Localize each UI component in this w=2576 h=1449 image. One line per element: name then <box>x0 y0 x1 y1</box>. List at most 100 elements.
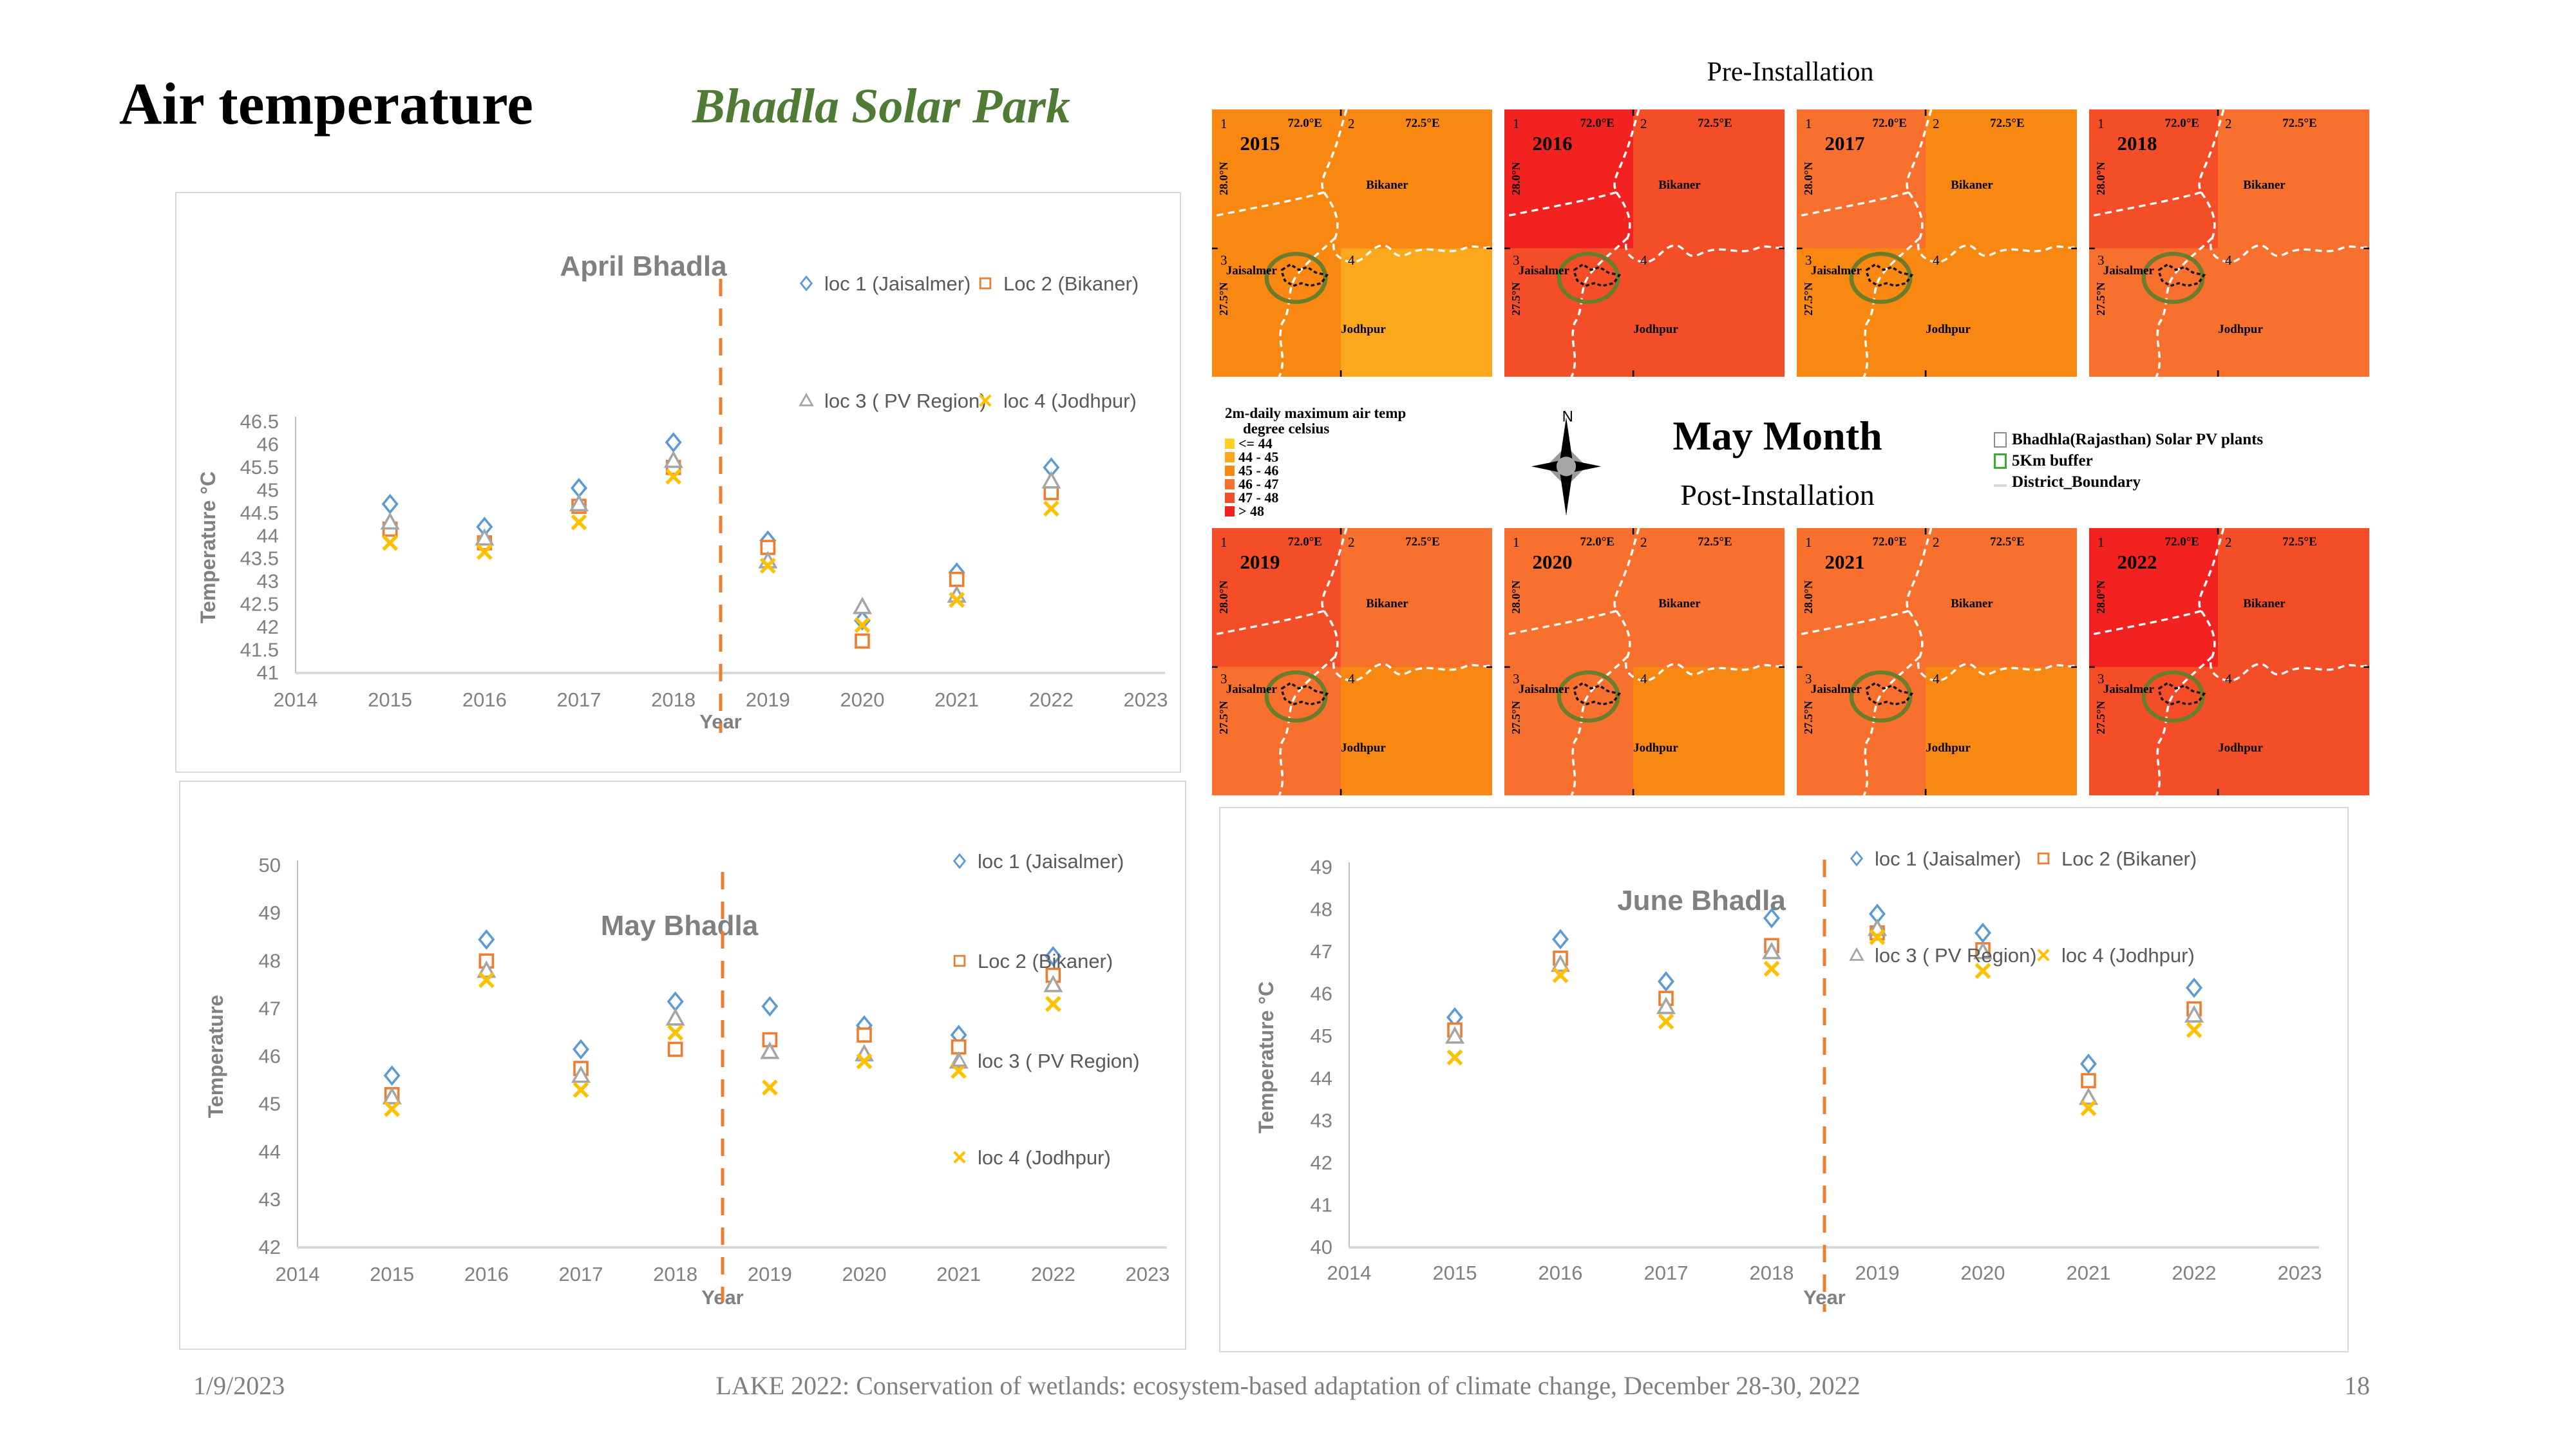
quadrant-3-label: 3 <box>1220 252 1227 269</box>
region-label-bikaner: Bikaner <box>1951 596 1993 611</box>
legend-label: Loc 2 (Bikaner) <box>1003 272 1139 295</box>
y-tick-label: 45 <box>1311 1025 1332 1047</box>
temp-class-swatch <box>1225 506 1235 517</box>
quadrant-4-fill <box>2218 248 2369 377</box>
x-tick-label: 2018 <box>653 1263 697 1285</box>
longitude-label-1: 72.0°E <box>1287 117 1322 131</box>
quadrant-4-label: 4 <box>1640 671 1647 687</box>
quadrant-1-fill <box>1797 109 1926 249</box>
y-tick-label: 42.5 <box>240 593 279 616</box>
temp-class-row: 46 - 47 <box>1225 476 1457 492</box>
quadrant-4-label: 4 <box>2224 252 2232 269</box>
page-subtitle: Bhadla Solar Park <box>692 79 1071 133</box>
y-axis-title: Temperature °C <box>1255 981 1278 1133</box>
quadrant-4-label: 4 <box>1932 671 1940 687</box>
quadrant-2-fill <box>1633 109 1785 249</box>
longitude-label-2: 72.5°E <box>1405 535 1440 549</box>
map-2022-canvas <box>2089 528 2369 795</box>
x-tick-label: 2017 <box>559 1263 603 1285</box>
quadrant-2-label: 2 <box>1640 535 1647 551</box>
x-tick-label: 2015 <box>368 688 412 711</box>
quadrant-4-label: 4 <box>1347 252 1355 269</box>
page-title: Air temperature <box>119 71 533 137</box>
y-tick-label: 44.5 <box>240 502 279 524</box>
chart-canvas: June Bhadla 40 41 42 43 44 45 46 47 48 49 2014 2015 2… <box>1255 848 2322 1312</box>
map-edge-ticks <box>1212 109 1492 377</box>
y-tick-label: 46.5 <box>240 410 279 433</box>
chart-title: April Bhadla <box>560 251 727 282</box>
latitude-label-1: 28.0°N <box>1801 162 1815 195</box>
legend-label: loc 4 (Jodhpur) <box>978 1146 1111 1169</box>
x-tick-label: 2015 <box>1433 1262 1477 1284</box>
map-2015-canvas <box>1212 109 1492 377</box>
map-2019-canvas <box>1212 528 1492 795</box>
region-label-jaisalmer: Jaisalmer <box>1226 682 1277 696</box>
y-tick-label: 44 <box>1311 1067 1332 1090</box>
quadrant-2-label: 2 <box>1347 535 1355 551</box>
x-tick-label: 2018 <box>1750 1262 1794 1284</box>
quadrant-1-label: 1 <box>1513 535 1520 551</box>
y-tick-label: 43 <box>257 570 279 592</box>
y-tick-label: 50 <box>259 854 281 876</box>
chart-april-bhadla: April Bhadla 41 41.5 42 42.5 43 43.5 44 44.5 45 45… <box>175 192 1181 773</box>
map-panel-2015: 1 72.0°E 2 72.5°E 2015 28.0°N 3 27.5°N 4… <box>1212 109 1492 377</box>
longitude-label-2: 72.5°E <box>2282 535 2317 549</box>
quadrant-4-fill <box>1341 667 1492 795</box>
latitude-label-1: 28.0°N <box>2094 580 2107 614</box>
quadrant-1-fill <box>1212 528 1341 667</box>
temp-class-label: 44 - 45 <box>1238 449 1279 466</box>
x-tick-label: 2016 <box>1539 1262 1583 1284</box>
y-tick-label: 49 <box>1311 856 1332 878</box>
quadrant-1-fill <box>2089 528 2219 667</box>
y-tick-label: 42 <box>1311 1151 1332 1174</box>
region-label-bikaner: Bikaner <box>1366 178 1408 192</box>
legend-label: loc 3 ( PV Region) <box>824 390 987 412</box>
latitude-label-2: 27.5°N <box>2094 281 2107 316</box>
longitude-label-2: 72.5°E <box>1405 117 1440 131</box>
map-overlay-legend: Bhadhla(Rajasthan) Solar PV plants 5Km b… <box>1994 429 2263 493</box>
compass-north-label: N <box>1562 408 1573 425</box>
quadrant-4-fill <box>1341 248 1492 377</box>
map-year-label: 2018 <box>2117 132 2157 155</box>
region-label-bikaner: Bikaner <box>2243 178 2286 192</box>
quadrant-1-fill <box>1212 109 1341 249</box>
quadrant-4-fill <box>1633 667 1785 795</box>
x-tick-label: 2021 <box>934 688 979 711</box>
quadrant-1-fill <box>1504 528 1634 667</box>
temp-class-row: 45 - 46 <box>1225 462 1457 478</box>
x-tick-label: 2023 <box>2278 1262 2322 1284</box>
overlay-legend-swatch <box>1994 431 2007 448</box>
y-tick-label: 48 <box>1311 898 1332 921</box>
map-panel-2020: 1 72.0°E 2 72.5°E 2020 28.0°N 3 27.5°N 4… <box>1504 528 1785 795</box>
y-tick-label: 46 <box>1311 983 1332 1005</box>
quadrant-3-fill <box>1212 248 1341 377</box>
map-edge-ticks <box>1797 528 2077 795</box>
quadrant-1-label: 1 <box>1805 535 1812 551</box>
overlay-legend-label: 5Km buffer <box>2012 451 2093 469</box>
x-tick-label: 2019 <box>746 688 790 711</box>
longitude-label-2: 72.5°E <box>1698 117 1732 131</box>
x-tick-label: 2019 <box>748 1263 792 1285</box>
map-edge-ticks <box>1212 528 1492 795</box>
buffer-5km-ellipse <box>1557 670 1620 723</box>
chart-title: May Bhadla <box>601 910 759 942</box>
region-label-jodhpur: Jodhpur <box>1341 741 1386 755</box>
quadrant-1-fill <box>1504 109 1634 249</box>
region-label-jodhpur: Jodhpur <box>1633 323 1678 336</box>
temp-class-row: > 48 <box>1225 503 1457 519</box>
x-tick-label: 2018 <box>651 688 696 711</box>
x-tick-label: 2022 <box>1031 1263 1075 1285</box>
x-tick-label: 2017 <box>557 688 601 711</box>
quadrant-4-fill <box>1633 248 1785 377</box>
quadrant-1-label: 1 <box>1220 535 1227 551</box>
longitude-label-1: 72.0°E <box>2164 535 2199 549</box>
series-loc 4 (Jodhpur) <box>384 972 1061 1117</box>
y-tick-label: 44 <box>259 1141 281 1163</box>
map-panel-2018: 1 72.0°E 2 72.5°E 2018 28.0°N 3 27.5°N 4… <box>2089 109 2369 377</box>
chart-title: June Bhadla <box>1617 885 1786 916</box>
map-year-label: 2017 <box>1824 132 1865 155</box>
x-tick-label: 2016 <box>462 688 507 711</box>
legend-label: loc 1 (Jaisalmer) <box>978 850 1124 873</box>
overlay-legend-row: 5Km buffer <box>1994 450 2263 471</box>
series-loc 4 (Jodhpur) <box>1446 929 2202 1117</box>
